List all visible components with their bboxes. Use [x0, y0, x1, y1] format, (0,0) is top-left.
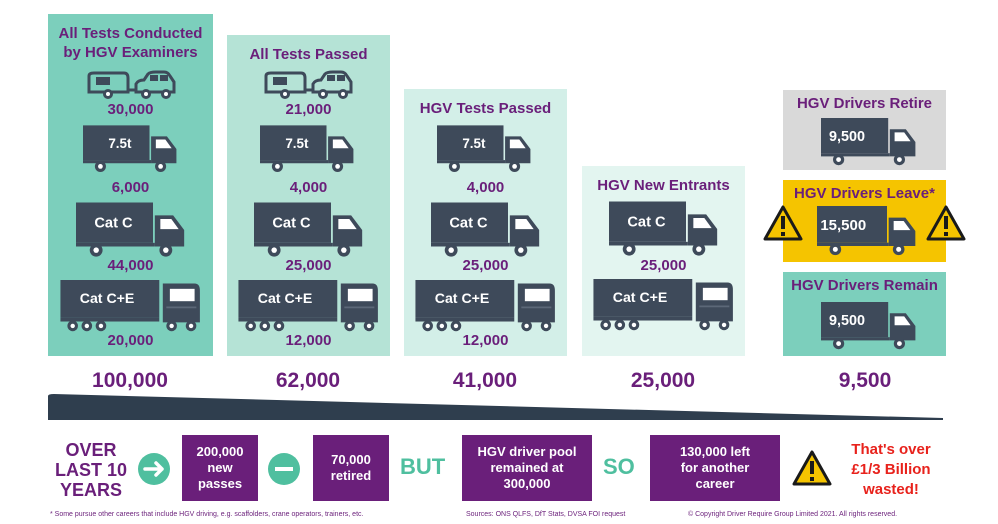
truck-label: Cat C [449, 215, 488, 231]
truck-cat-ce-icon: Cat C+E [238, 280, 380, 333]
wasted-line: £1/3 Billion [851, 461, 931, 478]
box-line: new [207, 460, 233, 475]
truck-icon: 9,500 [821, 118, 917, 166]
column-all-tests-passed: All Tests Passed 21,000 7.5t 4,000 Cat C… [227, 35, 390, 356]
column-title: HGV Tests Passed [419, 100, 552, 117]
car-value: 21,000 [285, 101, 332, 118]
column-title: HGV New Entrants [597, 177, 730, 194]
catce-value: 12,000 [285, 332, 332, 349]
truck-cat-ce-icon: Cat C+E [60, 280, 202, 333]
footnote: * Some pursue other careers that include… [50, 511, 364, 518]
drivers-retire-box: HGV Drivers Retire 9,500 [783, 90, 946, 170]
box-line: 200,000 [196, 444, 244, 459]
over-line: YEARS [59, 480, 122, 500]
truck-cat-ce-icon: Cat C+E [415, 280, 557, 333]
but-label: BUT [400, 454, 446, 479]
catce-value: 12,000 [462, 332, 509, 349]
t75-value: 4,000 [466, 179, 505, 196]
truck-7-5t-icon: 7.5t [83, 124, 178, 174]
left-career-box: 130,000 left for another career [650, 435, 780, 501]
arrow-right-icon [138, 453, 170, 485]
car-caravan-icon [263, 70, 353, 100]
total-new-entrants: 25,000 [630, 369, 696, 392]
truck-label: 7.5t [462, 136, 486, 151]
truck-icon: 9,500 [821, 302, 917, 350]
truck-label: Cat C [94, 215, 133, 231]
box-line: for another [680, 460, 750, 475]
new-passes-box: 200,000 new passes [182, 435, 258, 501]
truck-icon: 15,500 [817, 206, 917, 256]
over-line: OVER [65, 440, 117, 460]
box-line: HGV driver pool [477, 444, 577, 459]
truck-cat-c-icon: Cat C [254, 202, 364, 258]
warning-icon-right [926, 205, 966, 241]
total-tests-passed: 62,000 [275, 369, 341, 392]
decline-wedge [48, 394, 943, 420]
catc-value: 25,000 [462, 257, 509, 274]
truck-cat-c-icon: Cat C [431, 202, 541, 258]
catce-value: 20,000 [107, 332, 154, 349]
warning-icon-left [763, 205, 803, 241]
retired-box: 70,000 retired [313, 435, 389, 501]
column-title: All Tests Passed [249, 46, 368, 63]
catc-value: 25,000 [285, 257, 332, 274]
drivers-remain-value: 9,500 [829, 313, 865, 329]
drivers-leave-box: HGV Drivers Leave* 15,500 [783, 180, 946, 262]
truck-7-5t-icon: 7.5t [260, 124, 355, 174]
truck-label: Cat C+E [435, 290, 490, 306]
drivers-remain-box: HGV Drivers Remain 9,500 [783, 272, 946, 356]
truck-label: Cat C+E [613, 289, 668, 305]
warning-icon-bottom [792, 450, 832, 486]
catc-value: 44,000 [107, 257, 154, 274]
truck-label: 7.5t [285, 136, 309, 151]
t75-value: 6,000 [111, 179, 150, 196]
truck-7-5t-icon: 7.5t [437, 124, 532, 174]
copyright-note: © Copyright Driver Require Group Limited… [688, 511, 898, 518]
box-line: retired [330, 468, 372, 483]
car-caravan-icon [86, 70, 176, 100]
driver-pool-box: HGV driver pool remained at 300,000 [462, 435, 592, 501]
column-title: All Tests Conducted by HGV Examiners [58, 25, 203, 61]
truck-cat-c-icon: Cat C [76, 202, 186, 258]
drivers-leave-value: 15,500 [820, 217, 866, 234]
box-line: remained at [490, 460, 564, 475]
over-last-10-years: OVER LAST 10 YEARS [48, 440, 134, 500]
minus-icon [268, 453, 300, 485]
wasted-line: wasted! [863, 481, 919, 498]
truck-label: Cat C [627, 214, 666, 230]
wasted-line: That's over [851, 441, 931, 458]
box-line: 130,000 left [679, 444, 751, 459]
total-all-tests: 100,000 [92, 369, 168, 392]
catc-value: 25,000 [640, 257, 687, 274]
car-value: 30,000 [107, 101, 154, 118]
drivers-retire-value: 9,500 [829, 129, 865, 145]
wasted-text: That's over £1/3 Billion wasted! [836, 440, 946, 500]
sources-note: Sources: ONS QLFS, DfT Stats, DVSA FOI r… [466, 511, 626, 518]
box-line: 300,000 [503, 476, 551, 491]
box-line: 70,000 [331, 452, 371, 467]
t75-value: 4,000 [289, 179, 328, 196]
total-hgv-tests-passed: 41,000 [452, 369, 518, 392]
truck-label: 7.5t [108, 136, 132, 151]
drivers-remain-title: HGV Drivers Remain [791, 277, 938, 294]
truck-label: Cat C+E [258, 290, 313, 306]
box-line: passes [197, 476, 243, 491]
column-hgv-tests-passed: HGV Tests Passed 7.5t 4,000 Cat C 25,000… [404, 89, 567, 356]
truck-cat-c-icon: Cat C [609, 201, 719, 257]
over-line: LAST 10 [54, 460, 128, 480]
truck-label: Cat C+E [80, 290, 135, 306]
truck-label: Cat C [272, 215, 311, 231]
so-label: SO [603, 454, 635, 479]
truck-cat-ce-icon: Cat C+E [593, 279, 735, 332]
drivers-retire-title: HGV Drivers Retire [796, 95, 933, 112]
drivers-leave-title: HGV Drivers Leave* [794, 185, 935, 202]
column-all-tests-conducted: All Tests Conducted by HGV Examiners 30,… [48, 14, 213, 356]
column-hgv-new-entrants: HGV New Entrants Cat C 25,000 Cat C+E [582, 166, 745, 356]
box-line: career [695, 476, 735, 491]
total-drivers-remain: 9,500 [838, 369, 892, 392]
